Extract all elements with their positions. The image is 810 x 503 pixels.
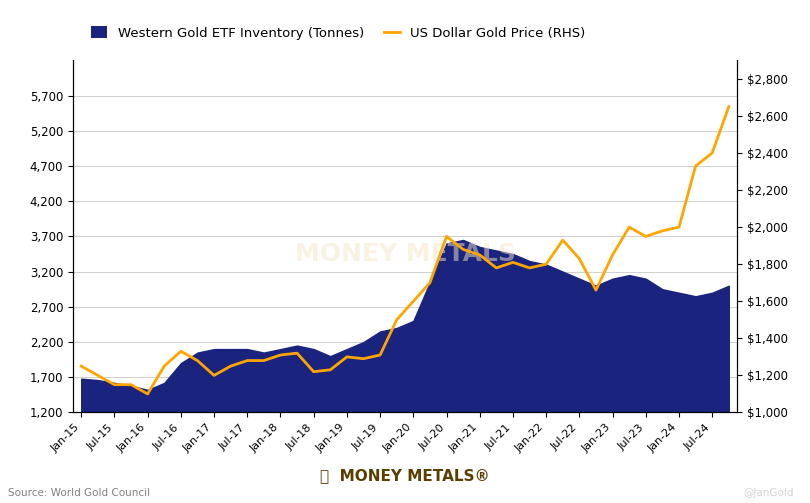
Legend: Western Gold ETF Inventory (Tonnes), US Dollar Gold Price (RHS): Western Gold ETF Inventory (Tonnes), US … (86, 21, 590, 45)
Text: MONEY METALS: MONEY METALS (295, 242, 515, 266)
Text: @JanGold: @JanGold (744, 488, 794, 498)
Text: Source: World Gold Council: Source: World Gold Council (8, 488, 150, 498)
Text: Ⓜ  MONEY METALS®: Ⓜ MONEY METALS® (320, 468, 490, 483)
